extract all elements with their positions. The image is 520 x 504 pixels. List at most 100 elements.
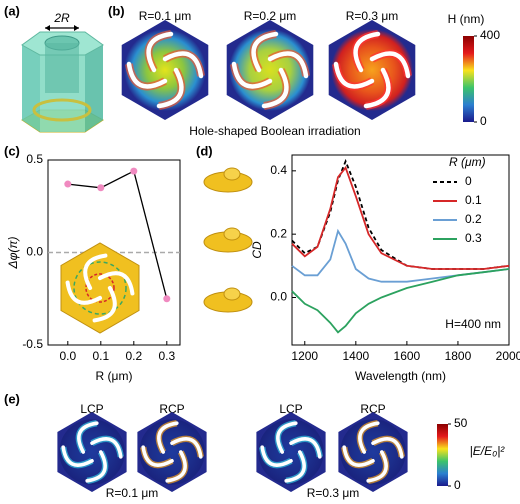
colorbar-label: |E/E₀|² — [470, 444, 506, 458]
y-tick-label: -0.5 — [22, 337, 43, 351]
spiral-arm — [170, 435, 204, 459]
colorbar-tick-label: 50 — [454, 416, 468, 430]
legend-label: 0 — [465, 174, 472, 188]
spiral-arm — [75, 420, 99, 454]
spiral-arm — [366, 450, 390, 484]
structure-insets — [203, 167, 253, 313]
spiral-arm — [60, 445, 94, 469]
spiral-arm — [230, 61, 273, 91]
y-tick-label: 0.0 — [270, 290, 287, 304]
spiral-arm — [259, 445, 293, 469]
y-tick-label: 0.5 — [26, 152, 43, 166]
arm — [289, 437, 322, 459]
inset-structure — [60, 242, 140, 334]
colorbar-tick-label: 0 — [480, 114, 487, 128]
arm — [65, 280, 103, 305]
colorbar-tick-label: 400 — [480, 28, 500, 42]
y-axis-label: Δφ(π) — [6, 237, 20, 270]
legend-title: R (μm) — [449, 155, 486, 169]
map-title: R=0.1 μm — [106, 486, 159, 500]
data-point — [163, 295, 171, 303]
x-tick-label: 0.0 — [59, 349, 76, 363]
arm — [162, 51, 204, 79]
spiral-arm — [90, 435, 124, 459]
spiral-arm — [363, 67, 393, 110]
arm — [141, 445, 174, 467]
inset-ring — [85, 273, 115, 303]
spiral-arm — [274, 420, 298, 454]
data-point — [64, 180, 72, 188]
arm — [284, 450, 306, 483]
data-line — [291, 165, 510, 270]
data-line — [291, 268, 510, 334]
polarization-label: LCP — [80, 402, 103, 416]
x-axis-label: Wavelength (nm) — [355, 369, 446, 383]
spiral-arm — [341, 445, 375, 469]
field-core — [331, 29, 413, 111]
inset-arm — [92, 285, 117, 323]
field-core — [124, 29, 206, 111]
field-core — [340, 419, 406, 485]
spiral-arm — [351, 30, 381, 73]
polarization-label: RCP — [159, 402, 184, 416]
field-core — [229, 29, 311, 111]
spiral-arm — [140, 445, 174, 469]
dimension-label: 2R — [53, 11, 70, 25]
annotation: H=400 nm — [445, 317, 501, 331]
plot-frame — [291, 154, 510, 346]
arm — [156, 67, 184, 109]
arm — [165, 450, 187, 483]
field-core — [258, 419, 324, 485]
caption: Hole-shaped Boolean irradiation — [189, 124, 360, 138]
spiral-arm — [356, 420, 380, 454]
spiral-arm — [162, 49, 205, 79]
map-title: R=0.2 μm — [244, 9, 297, 23]
x-tick-label: 2000 — [496, 349, 520, 363]
spiral-arm — [267, 49, 310, 79]
map-title: R=0.1 μm — [139, 9, 192, 23]
colorbar-label: H (nm) — [448, 12, 485, 26]
x-tick-label: 1600 — [394, 349, 421, 363]
colorbar-tick-label: 0 — [454, 478, 461, 492]
x-tick-label: 0.1 — [92, 349, 109, 363]
arm — [353, 31, 381, 73]
x-tick-label: 1400 — [342, 349, 369, 363]
arm — [366, 450, 388, 483]
arm — [358, 421, 380, 454]
spiral-arm — [332, 61, 375, 91]
x-tick-label: 0.3 — [158, 349, 175, 363]
inset-arm — [83, 253, 108, 291]
map-title: R=0.3 μm — [346, 9, 399, 23]
inset-ring — [73, 261, 127, 315]
legend-label: 0.3 — [465, 231, 482, 245]
y-tick-label: 0.0 — [26, 245, 43, 259]
inset-arm — [65, 280, 103, 305]
panel-label: (e) — [4, 391, 20, 406]
spiral-arm — [289, 435, 323, 459]
arm — [231, 61, 273, 89]
arm — [267, 51, 309, 79]
arm — [369, 51, 411, 79]
field-core — [139, 419, 205, 485]
arm — [371, 437, 404, 459]
data-line — [67, 170, 168, 299]
spiral-arm — [165, 450, 189, 484]
panel-label: (d) — [196, 143, 213, 158]
spiral-arm — [85, 450, 109, 484]
x-axis-label: R (μm) — [96, 369, 133, 383]
arm — [261, 67, 289, 109]
colorbar — [437, 424, 448, 486]
arm — [97, 271, 135, 296]
arm — [146, 31, 174, 73]
arm — [342, 445, 375, 467]
arm — [90, 437, 123, 459]
x-tick-label: 1200 — [291, 349, 318, 363]
field-core — [59, 419, 125, 485]
spiral-arm — [155, 420, 179, 454]
spiral-arm — [125, 61, 168, 91]
arm — [83, 253, 108, 291]
spiral-arm — [249, 30, 279, 73]
arm — [276, 421, 298, 454]
arm — [61, 445, 94, 467]
